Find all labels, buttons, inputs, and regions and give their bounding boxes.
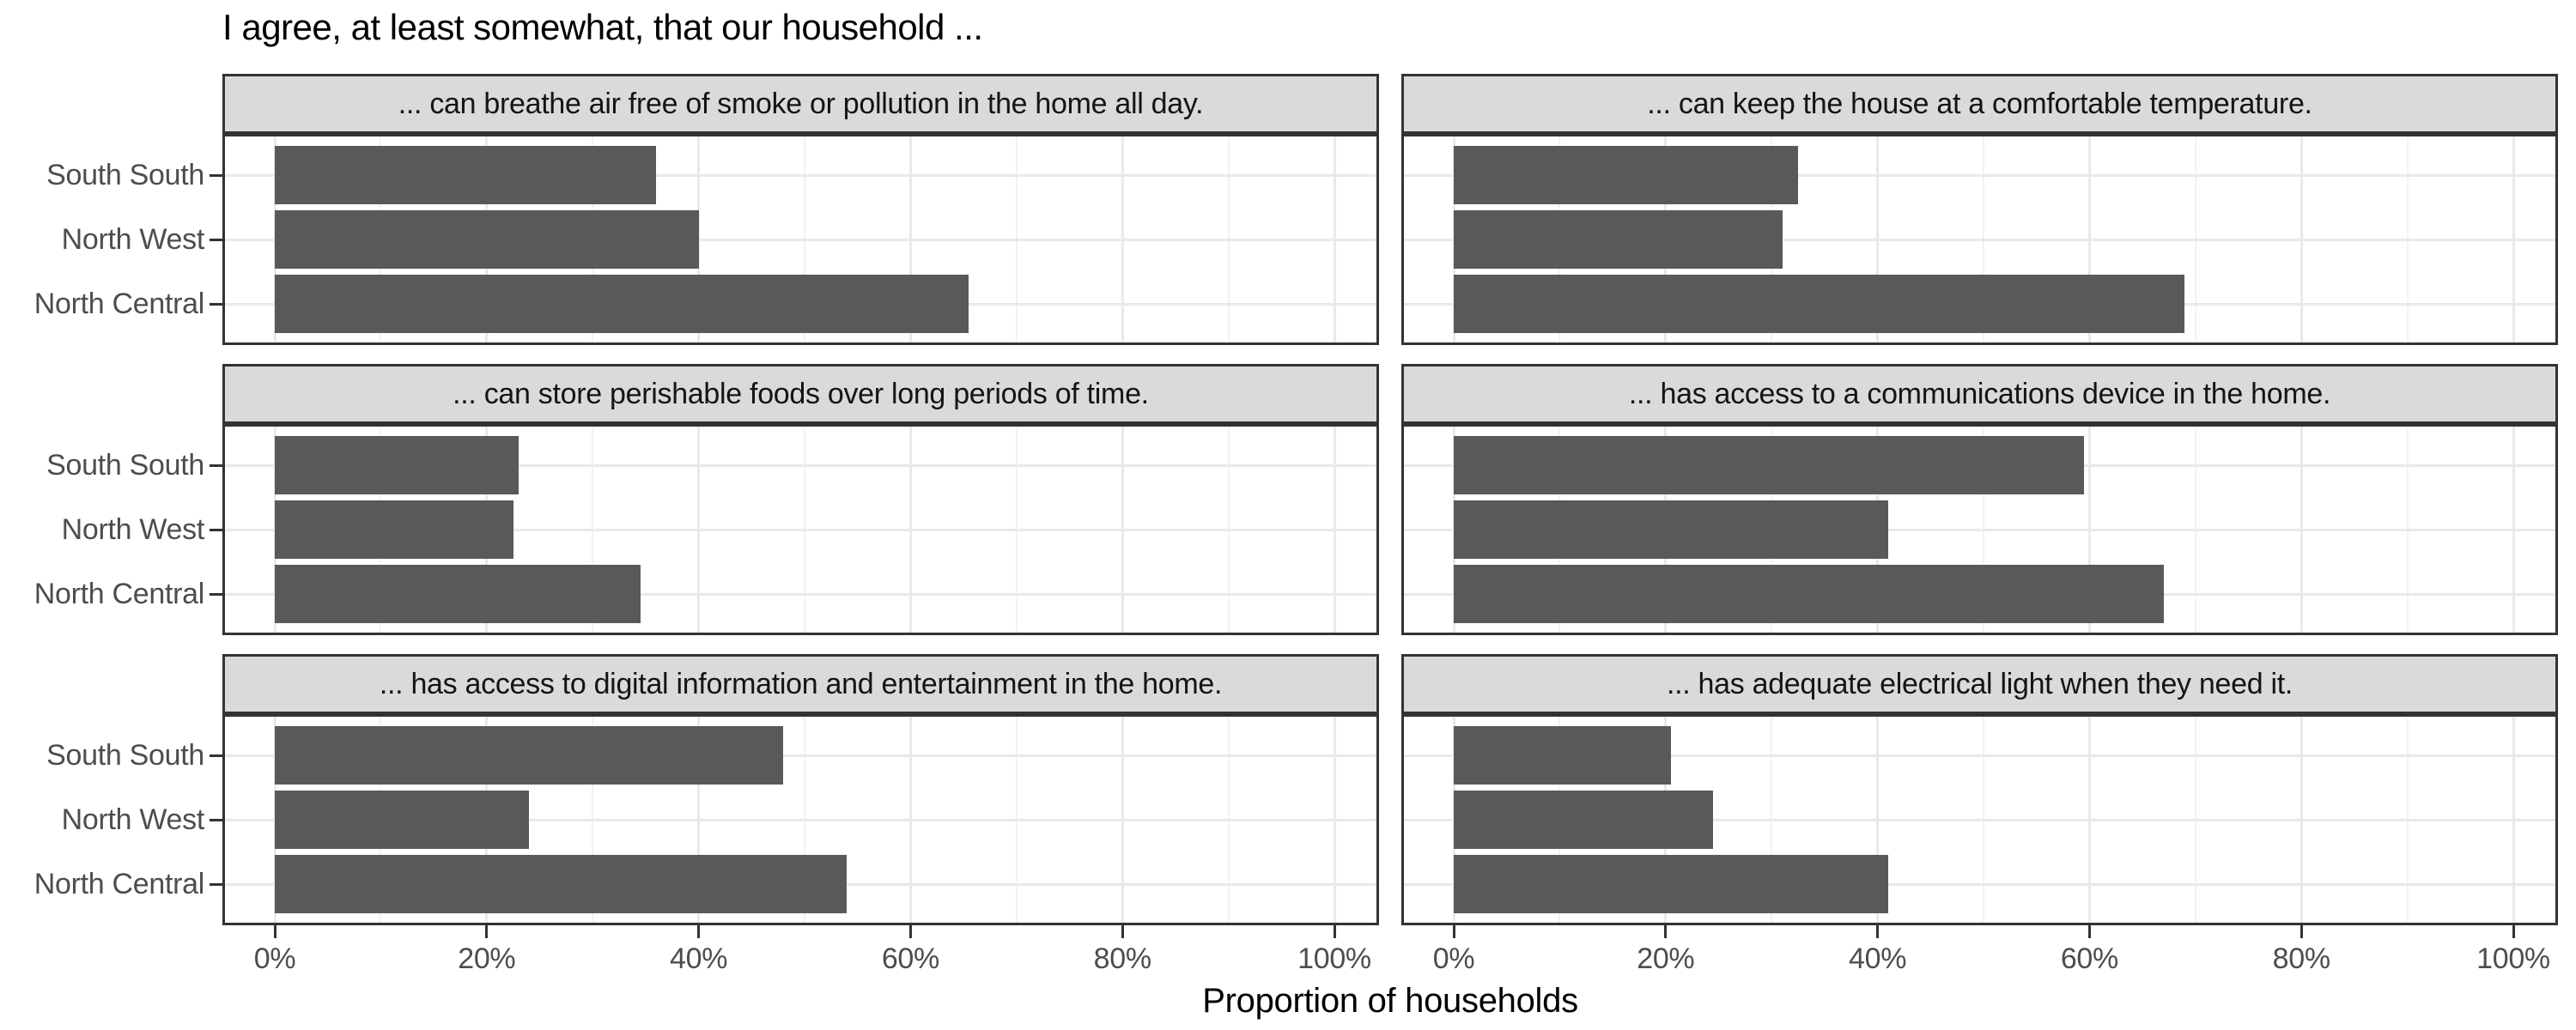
y-tick-label: North Central	[33, 288, 205, 320]
facet-panel	[222, 714, 1379, 925]
x-axis-title: Proportion of households	[1202, 982, 1578, 1020]
y-axis-tick	[210, 302, 222, 306]
facet-panel	[1401, 134, 2558, 345]
bar	[275, 146, 657, 204]
facet-panel	[1401, 714, 2558, 925]
facet-strip: ... can keep the house at a comfortable …	[1401, 74, 2558, 134]
bar	[1454, 791, 1714, 849]
x-axis-tick	[485, 925, 489, 938]
bar	[275, 726, 784, 785]
facet-strip: ... can store perishable foods over long…	[222, 364, 1379, 424]
x-axis-tick	[2300, 925, 2303, 938]
y-axis-tick	[210, 818, 222, 821]
facet-panel	[222, 424, 1379, 635]
facet-strip-label: ... can store perishable foods over long…	[453, 377, 1149, 410]
x-tick-label: 60%	[881, 942, 939, 975]
gridline-major-horizontal	[225, 173, 1376, 177]
y-axis-tick	[210, 882, 222, 886]
x-tick-label: 40%	[670, 942, 728, 975]
y-axis-tick	[210, 754, 222, 757]
bar	[275, 436, 519, 494]
x-tick-label: 80%	[1093, 942, 1151, 975]
bar	[275, 855, 848, 913]
x-tick-label: 20%	[458, 942, 516, 975]
gridline-major-horizontal	[225, 238, 1376, 241]
x-axis-tick	[2087, 925, 2091, 938]
y-axis-tick	[210, 528, 222, 531]
bar	[1454, 146, 1799, 204]
gridline-major-horizontal	[225, 528, 1376, 531]
gridline-major-horizontal	[1404, 882, 2555, 886]
x-axis-tick	[908, 925, 912, 938]
x-axis-tick	[2512, 925, 2515, 938]
bar	[1454, 275, 2185, 333]
x-tick-label: 40%	[1849, 942, 1907, 975]
facet-strip-label: ... has adequate electrical light when t…	[1666, 667, 2293, 700]
y-tick-label: North West	[61, 513, 205, 546]
facet-strip-label: ... can breathe air free of smoke or pol…	[398, 87, 1204, 120]
chart-title: I agree, at least somewhat, that our hou…	[222, 7, 983, 47]
y-tick-label: North West	[61, 223, 205, 256]
y-axis-tick	[210, 173, 222, 177]
y-tick-label: North Central	[33, 578, 205, 610]
facet-strip: ... has access to digital information an…	[222, 654, 1379, 714]
facet-panel	[222, 134, 1379, 345]
x-tick-label: 20%	[1637, 942, 1695, 975]
bar	[1454, 855, 1888, 913]
y-tick-label: North West	[61, 803, 205, 836]
gridline-major-horizontal	[1404, 173, 2555, 177]
gridline-major-horizontal	[1404, 818, 2555, 821]
x-tick-label: 0%	[253, 942, 296, 975]
x-axis-tick	[1452, 925, 1455, 938]
bar	[275, 275, 969, 333]
x-axis-tick	[697, 925, 701, 938]
x-axis-tick	[1333, 925, 1336, 938]
facet-strip-label: ... has access to digital information an…	[379, 667, 1223, 700]
gridline-major-horizontal	[1404, 528, 2555, 531]
y-tick-label: North Central	[33, 868, 205, 900]
bar	[1454, 436, 2085, 494]
facet-strip: ... has access to a communications devic…	[1401, 364, 2558, 424]
y-axis-tick	[210, 464, 222, 467]
x-tick-label: 80%	[2272, 942, 2330, 975]
bar	[1454, 500, 1888, 559]
x-axis-tick	[1121, 925, 1124, 938]
bar	[1454, 210, 1783, 269]
gridline-major-horizontal	[225, 818, 1376, 821]
bar	[275, 791, 530, 849]
x-tick-label: 100%	[2476, 942, 2550, 975]
gridline-major-horizontal	[1404, 754, 2555, 757]
gridline-major-horizontal	[1404, 238, 2555, 241]
x-axis-tick	[273, 925, 276, 938]
facet-strip-label: ... can keep the house at a comfortable …	[1647, 87, 2312, 120]
facet-strip: ... has adequate electrical light when t…	[1401, 654, 2558, 714]
gridline-major-horizontal	[225, 464, 1376, 467]
x-tick-label: 0%	[1432, 942, 1475, 975]
y-tick-label: South South	[46, 159, 204, 191]
x-tick-label: 60%	[2060, 942, 2118, 975]
bar	[1454, 565, 2164, 623]
facet-panel	[1401, 424, 2558, 635]
x-axis-tick	[1876, 925, 1880, 938]
facet-strip: ... can breathe air free of smoke or pol…	[222, 74, 1379, 134]
y-axis-tick	[210, 238, 222, 241]
x-tick-label: 100%	[1297, 942, 1371, 975]
gridline-major-horizontal	[225, 754, 1376, 757]
bar	[275, 210, 699, 269]
y-axis-tick	[210, 592, 222, 596]
y-tick-label: South South	[46, 449, 204, 482]
gridline-major-horizontal	[225, 592, 1376, 596]
x-axis-tick	[1664, 925, 1668, 938]
facet-strip-label: ... has access to a communications devic…	[1628, 377, 2331, 410]
bar	[275, 565, 641, 623]
bar	[275, 500, 513, 559]
bar	[1454, 726, 1671, 785]
y-tick-label: South South	[46, 739, 204, 772]
